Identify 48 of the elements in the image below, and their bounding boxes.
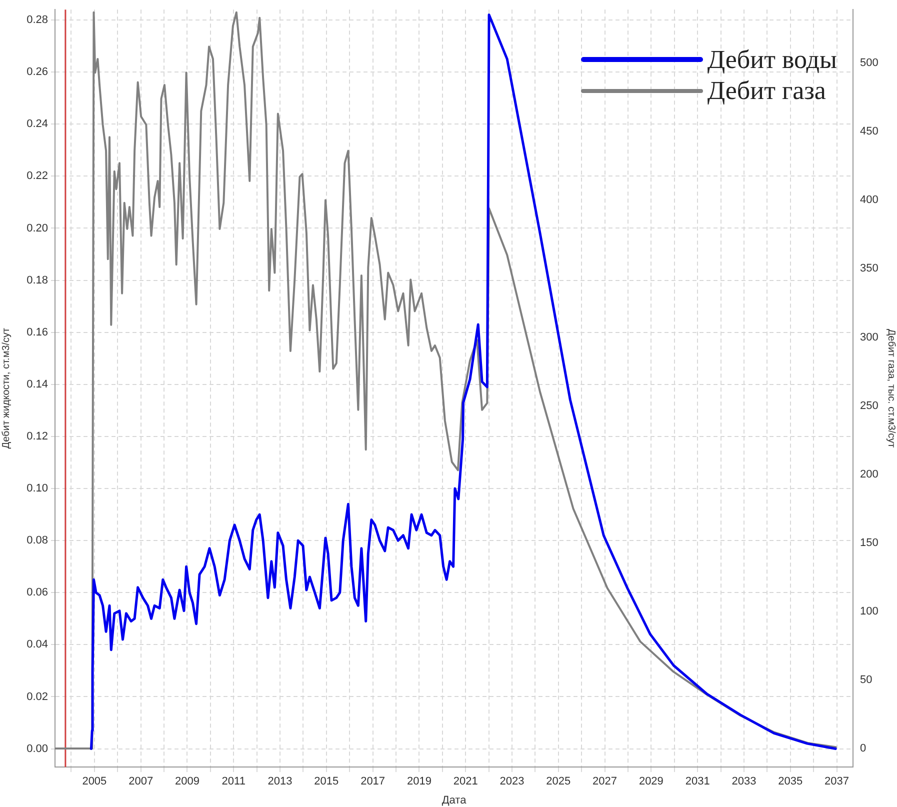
y-tick-label: 0.12 xyxy=(26,430,48,442)
y2-tick-label: 250 xyxy=(860,400,878,412)
y-tick-label: 0.04 xyxy=(26,638,48,651)
x-axis-title: Дата xyxy=(442,794,468,806)
y-tick-label: 0.10 xyxy=(26,482,48,495)
x-tick-label: 2005 xyxy=(82,776,107,788)
y-axis-title: Дебит жидкости, ст.м3/сут xyxy=(0,327,12,449)
x-tick-label: 2019 xyxy=(406,776,432,788)
x-tick-label: 2037 xyxy=(824,776,850,788)
y-tick-label: 0.24 xyxy=(26,118,48,130)
y2-tick-label: 150 xyxy=(860,536,878,549)
x-tick-label: 2009 xyxy=(174,776,200,788)
y2-tick-label: 450 xyxy=(860,126,878,138)
x-tick-label: 2021 xyxy=(453,776,478,788)
y-tick-label: 0.14 xyxy=(26,378,48,390)
y2-tick-label: 500 xyxy=(860,57,878,70)
y2-tick-label: 400 xyxy=(860,194,878,206)
x-tick-label: 2033 xyxy=(732,776,756,788)
x-tick-label: 2025 xyxy=(546,776,571,788)
x-tick-label: 2007 xyxy=(128,776,154,788)
y-tick-label: 0.18 xyxy=(26,274,48,286)
x-tick-label: 2013 xyxy=(268,776,292,788)
y-tick-label: 0.26 xyxy=(26,66,48,78)
x-tick-label: 2035 xyxy=(778,776,803,788)
y2-tick-label: 200 xyxy=(860,468,878,480)
y-tick-label: 0.08 xyxy=(26,534,48,547)
y2-tick-label: 100 xyxy=(860,605,878,618)
x-tick-label: 2027 xyxy=(592,776,618,788)
legend-label: Дебит воды xyxy=(707,44,837,75)
x-tick-label: 2023 xyxy=(500,776,524,788)
y-tick-label: 0.28 xyxy=(26,14,48,26)
y2-tick-label: 300 xyxy=(860,331,878,344)
x-tick-label: 2029 xyxy=(638,776,664,788)
y-tick-label: 0.02 xyxy=(26,690,48,703)
legend-label: Дебит газа xyxy=(707,75,826,106)
y-tick-label: 0.06 xyxy=(26,586,48,599)
y-tick-label: 0.22 xyxy=(26,170,48,182)
x-tick-label: 2011 xyxy=(222,776,246,788)
x-tick-label: 2017 xyxy=(360,776,386,788)
y2-tick-label: 350 xyxy=(860,262,878,275)
y2-tick-label: 0 xyxy=(860,742,866,755)
x-tick-label: 2031 xyxy=(685,776,710,788)
y-tick-label: 0.20 xyxy=(26,222,48,234)
x-tick-label: 2015 xyxy=(314,776,339,788)
y2-tick-label: 50 xyxy=(860,674,872,686)
y-tick-label: 0.16 xyxy=(26,326,48,338)
y2-axis-title: Дебит газа, тыс. ст.м3/сут xyxy=(885,328,896,448)
y-tick-label: 0.00 xyxy=(26,742,48,755)
